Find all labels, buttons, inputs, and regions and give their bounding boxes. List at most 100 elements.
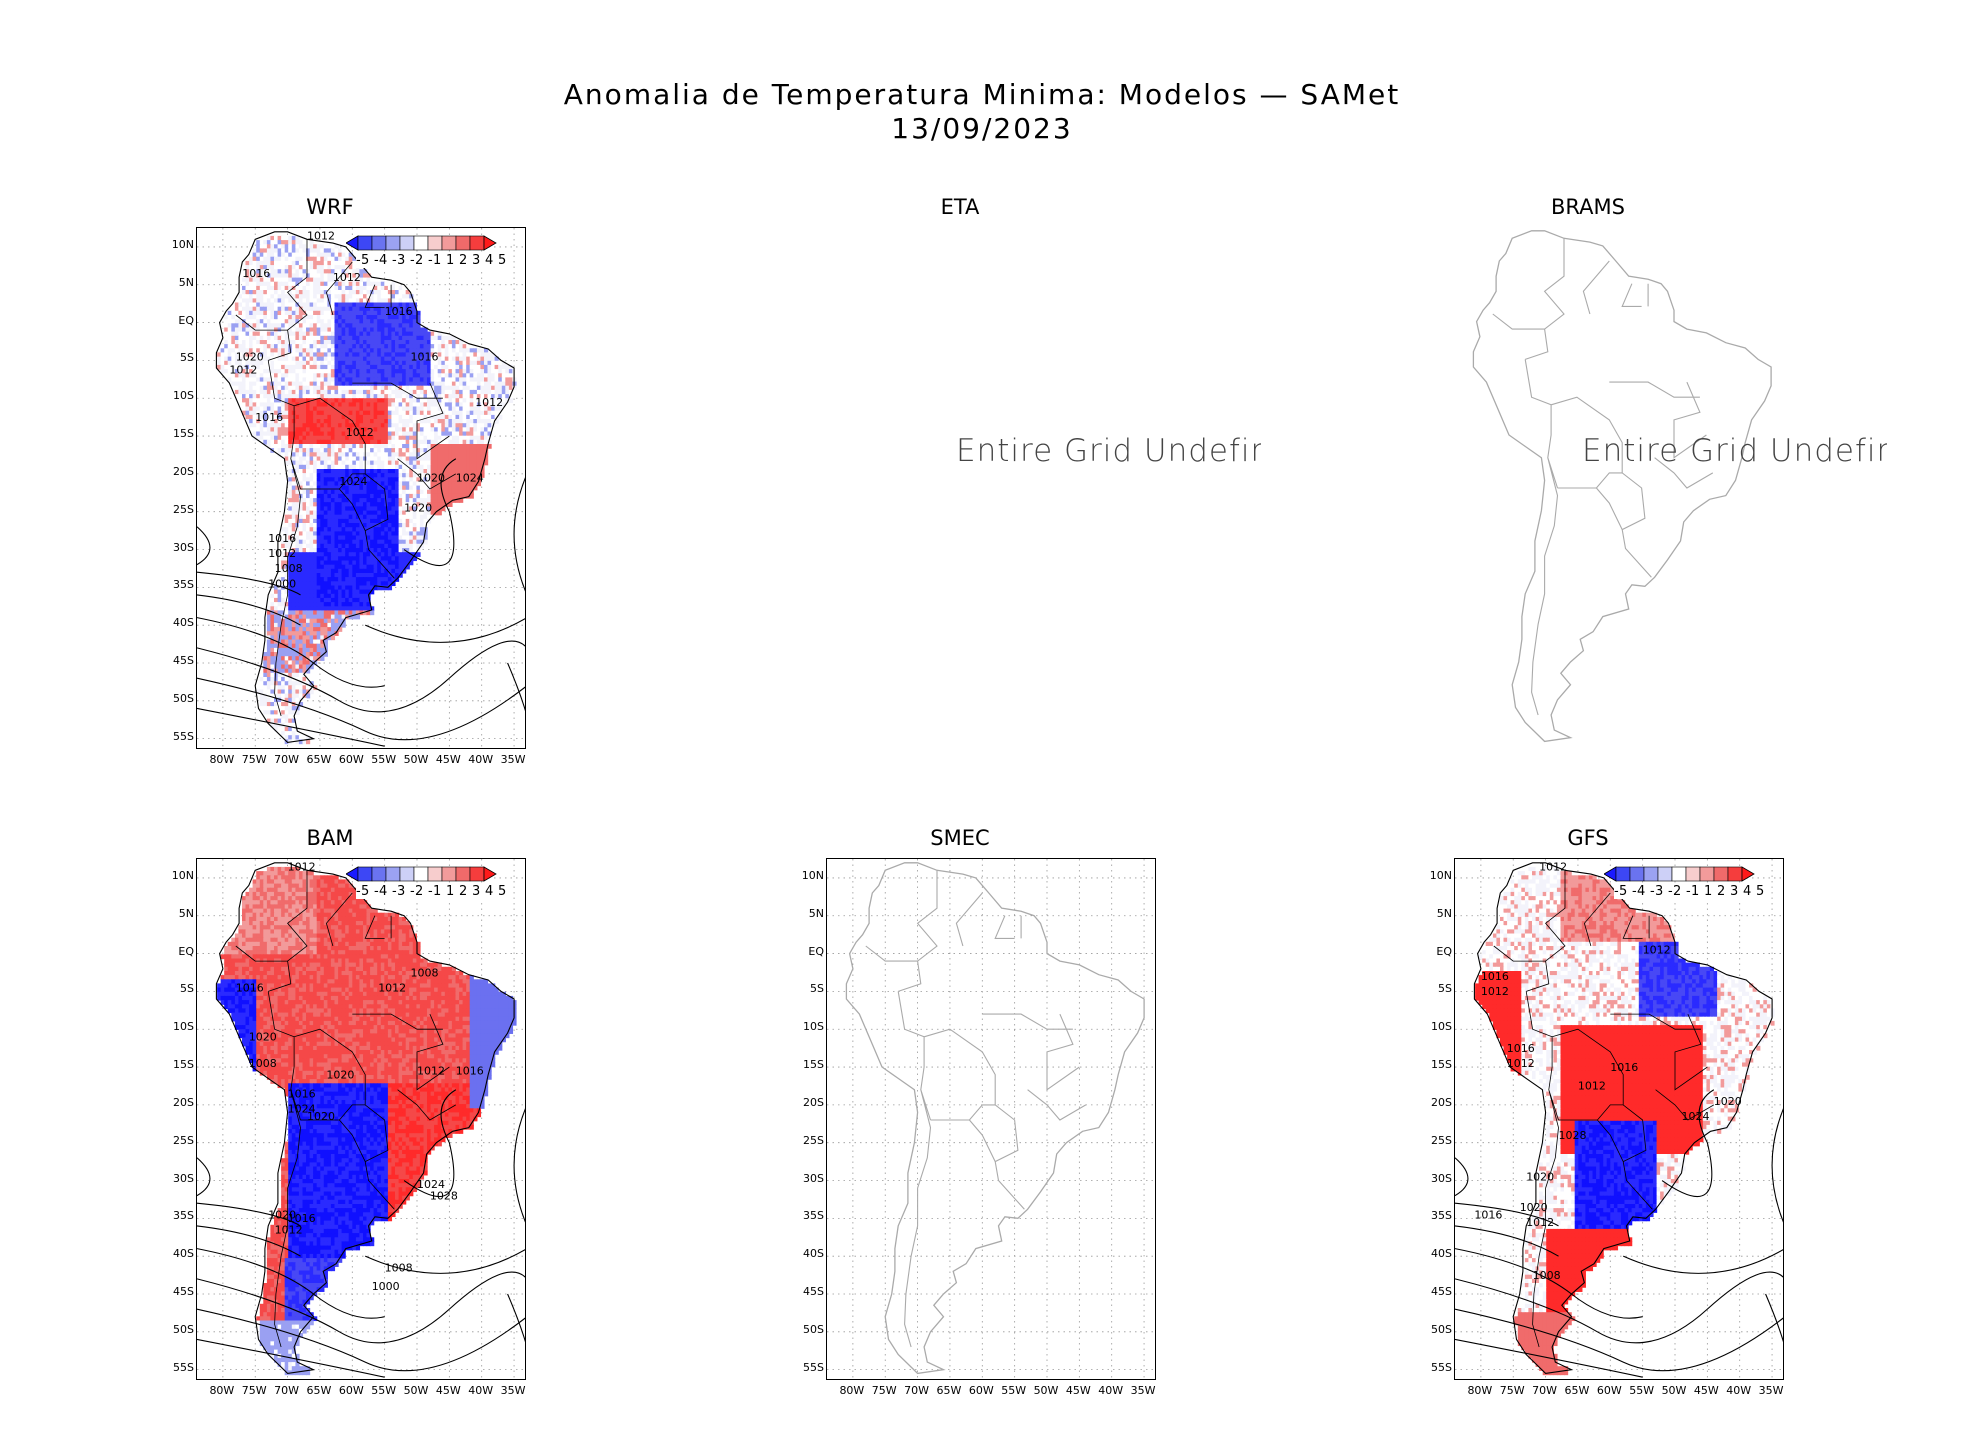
lon-tick-label: 80W — [1467, 1384, 1493, 1397]
isobar-label: 1020 — [307, 1110, 335, 1123]
isobar-label: 1024 — [417, 1178, 445, 1191]
lat-tick-label: 55S — [1431, 1360, 1452, 1374]
lon-tick-label: 65W — [936, 1384, 962, 1397]
country-borders — [235, 870, 457, 1348]
isobar-contours — [1455, 1089, 1783, 1378]
lon-tick-label: 40W — [1098, 1384, 1124, 1397]
legend-labels: -5 -4 -3 -2 -1 1 2 3 4 5 — [356, 884, 507, 899]
isobar-label: 1012 — [1539, 860, 1567, 873]
lon-tick-label: 65W — [306, 753, 332, 766]
lat-tick-label: 45S — [803, 1285, 824, 1298]
lon-tick-label: 50W — [403, 1384, 429, 1397]
anomaly-field — [1475, 866, 1775, 1376]
lat-tick-label: 50S — [173, 1322, 194, 1336]
isobar-label: 1020 — [404, 502, 432, 515]
isobar-label: 1012 — [1481, 985, 1509, 998]
lat-tick-label: 45S — [1431, 1285, 1452, 1298]
lat-tick-label: EQ — [1436, 944, 1452, 958]
lon-tick-label: 80W — [209, 753, 235, 766]
isobar-label: 1016 — [1610, 1061, 1638, 1074]
isobar-label: 1012 — [346, 426, 374, 439]
lat-tick-label: 25S — [803, 1133, 824, 1147]
lat-tick-label: 45S — [173, 1285, 194, 1298]
color-legend — [346, 866, 497, 882]
isobar-label: 1020 — [1714, 1095, 1742, 1108]
isobar-label: 1020 — [236, 350, 264, 363]
lat-tick-label: 30S — [173, 540, 194, 554]
lat-tick-label: 5N — [178, 275, 194, 289]
lat-tick-label: 10N — [171, 868, 194, 882]
lon-tick-label: 75W — [871, 1384, 897, 1397]
lon-tick-label: 60W — [338, 753, 364, 766]
lat-tick-label: 5S — [180, 982, 194, 996]
map-outline — [1454, 227, 1784, 749]
country-borders — [1493, 870, 1715, 1348]
legend-labels: -5 -4 -3 -2 -1 1 2 3 4 5 — [1614, 884, 1765, 899]
lon-tick-label: 35W — [500, 753, 526, 766]
lat-tick-label: 15S — [173, 427, 194, 441]
isobar-label: 1020 — [1526, 1171, 1554, 1184]
isobar-label: 1016 — [1507, 1042, 1535, 1055]
lat-tick-label: 50S — [173, 691, 194, 705]
isobar-label: 1008 — [249, 1057, 277, 1070]
undefined-grid-text: Entire Grid Undefine — [1582, 433, 1887, 469]
lon-tick-label: 55W — [1001, 1384, 1027, 1397]
isobar-label: 1016 — [1474, 1208, 1502, 1221]
lat-tick-label: 40S — [803, 1247, 824, 1261]
lat-tick-label: 35S — [173, 1209, 194, 1223]
country-borders — [1492, 238, 1714, 716]
lon-tick-label: 50W — [1661, 1384, 1687, 1397]
isobar-label: 1024 — [456, 471, 484, 484]
lon-tick-label: 75W — [1499, 1384, 1525, 1397]
panel-gfs: GFS 1012 1012 1016 1012 1016 1012 1016 1012 1020 1… — [1388, 826, 1788, 1426]
chart-title: Anomalia de Temperatura Minima: Modelos … — [563, 78, 1401, 111]
lon-tick-label: 45W — [1693, 1384, 1719, 1397]
isobar-label: 1024 — [339, 475, 367, 488]
panel-bam: BAM 1012 1016 1020 1008 1012 1008 1020 1012 1016 1… — [130, 826, 530, 1426]
lat-tick-label: 10N — [171, 237, 194, 251]
lon-tick-label: 65W — [306, 1384, 332, 1397]
lon-tick-label: 80W — [839, 1384, 865, 1397]
isobar-label: 1016 — [268, 532, 296, 545]
coastline — [1472, 230, 1772, 743]
isobar-label: 1012 — [229, 363, 257, 376]
lat-tick-label: 30S — [173, 1171, 194, 1185]
country-borders — [865, 870, 1087, 1348]
isobar-label: 1016 — [236, 981, 264, 994]
isobar-label: 1020 — [1520, 1201, 1548, 1214]
map-svg: 1012 1012 1016 1012 1016 1012 1016 1012 1020 1024… — [1455, 859, 1783, 1379]
lat-tick-label: 35S — [173, 578, 194, 592]
lat-tick-label: 50S — [803, 1322, 824, 1336]
isobar-label: 1012 — [1578, 1080, 1606, 1093]
isobar-label: 1016 — [255, 411, 283, 424]
isobar-label: 1008 — [385, 1261, 413, 1274]
lat-tick-label: 40S — [173, 1247, 194, 1261]
chart-date: 13/09/2023 — [891, 112, 1073, 145]
isobar-label: 1024 — [1682, 1110, 1710, 1123]
gridlines — [827, 859, 1155, 1379]
lat-tick-label: 5S — [1438, 982, 1452, 996]
lat-tick-label: 35S — [803, 1209, 824, 1223]
color-legend — [1604, 866, 1755, 882]
lat-tick-label: 30S — [1431, 1171, 1452, 1185]
coastline — [215, 862, 515, 1374]
lon-tick-label: 45W — [1065, 1384, 1091, 1397]
lon-tick-label: 35W — [1758, 1384, 1784, 1397]
lon-tick-label: 60W — [338, 1384, 364, 1397]
color-legend — [346, 235, 497, 251]
isobar-label: 1000 — [372, 1280, 400, 1293]
panel-title: ETA — [940, 195, 980, 219]
isobar-label: 1012 — [307, 229, 335, 242]
isobar-label: 1016 — [411, 350, 439, 363]
isobar-label: 1024 — [288, 1102, 316, 1115]
map-svg — [1472, 230, 1772, 743]
isobar-label: 1016 — [385, 305, 413, 318]
lat-tick-label: 20S — [1431, 1095, 1452, 1109]
isobar-label: 1028 — [1559, 1129, 1587, 1142]
lon-tick-label: 55W — [1629, 1384, 1655, 1397]
isobar-label: 1008 — [275, 562, 303, 575]
lon-tick-label: 40W — [468, 1384, 494, 1397]
lon-tick-label: 60W — [968, 1384, 994, 1397]
lon-tick-label: 40W — [468, 753, 494, 766]
